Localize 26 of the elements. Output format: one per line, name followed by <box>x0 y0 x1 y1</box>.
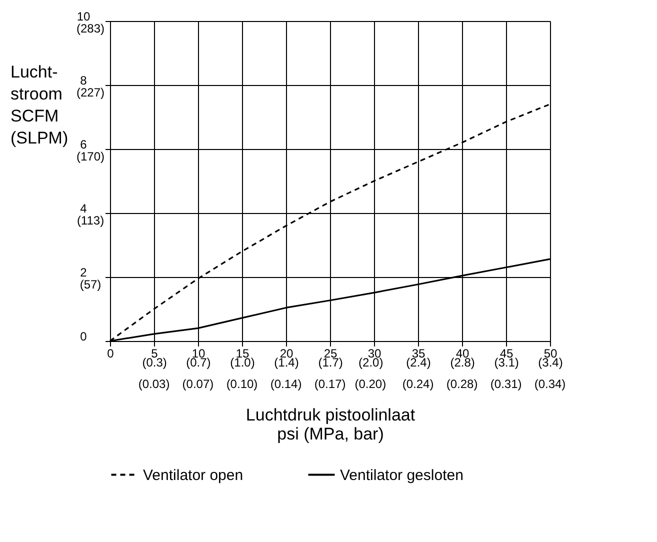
text: (0.17) <box>314 377 346 391</box>
y2-tick-label: (227) <box>76 86 105 100</box>
y-tick-label: 0 <box>80 330 88 344</box>
y-axis-title: Lucht- stroom SCFM (SLPM) <box>10 62 68 148</box>
y2-tick-label: (283) <box>76 22 105 36</box>
y-tick-label: 10 <box>76 10 90 24</box>
text: (0.24) <box>402 377 434 391</box>
y-tick-label: 4 <box>80 202 88 216</box>
text: (0.14) <box>270 377 302 391</box>
text: (0.10) <box>226 377 258 391</box>
y-tick-label: 6 <box>80 138 88 152</box>
y2-tick-label: (170) <box>76 150 105 164</box>
text: (0.31) <box>490 377 522 391</box>
legend-label: Ventilator gesloten <box>340 466 464 484</box>
text: (0.03) <box>138 377 170 391</box>
text: (0.20) <box>354 377 386 391</box>
text: (0.34) <box>534 377 566 391</box>
y-tick-label: 8 <box>80 74 88 88</box>
x-tick-label: 0 <box>107 346 114 360</box>
legend-label: Ventilator open <box>143 466 244 484</box>
text: (0.07) <box>182 377 214 391</box>
y2-tick-label: (113) <box>76 214 104 228</box>
x-axis-title: Luchtdruk pistoolinlaat psi (MPa, bar) <box>246 406 416 444</box>
text: (0.28) <box>446 377 478 391</box>
y-tick-label: 2 <box>80 266 88 280</box>
y2-tick-label: (57) <box>80 278 102 292</box>
